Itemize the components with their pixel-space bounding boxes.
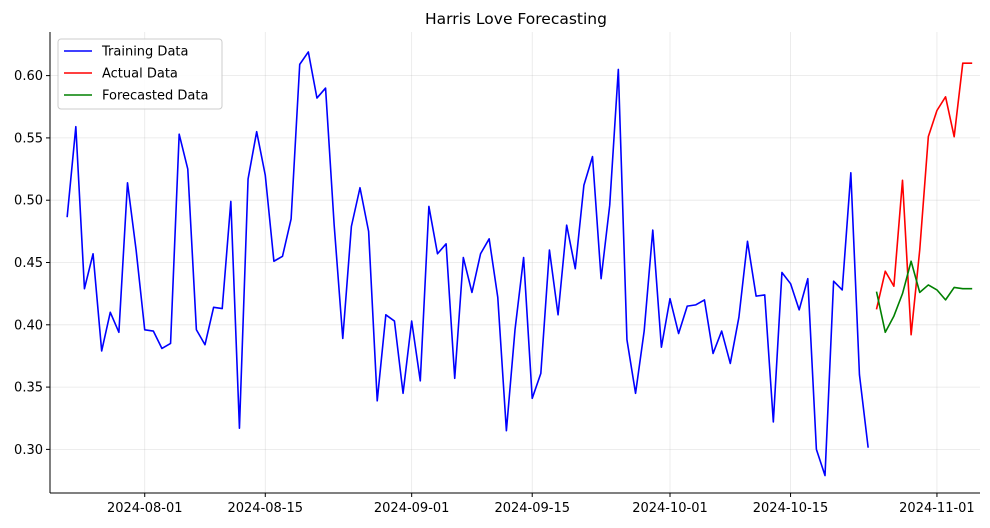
- legend-label-actual-data: Actual Data: [102, 67, 178, 82]
- grid-lines: [50, 32, 980, 493]
- legend-box: [57, 38, 223, 110]
- y-tick-label: 0.30: [14, 443, 43, 458]
- y-axis-ticks: 0.30 0.35 0.40 0.45 0.50 0.55 0.60: [14, 69, 50, 458]
- x-tick-label: 2024-09-01: [374, 501, 450, 516]
- x-tick-label: 2024-10-15: [753, 501, 829, 516]
- legend-label-training-data: Training Data: [101, 45, 188, 60]
- y-tick-label: 0.55: [14, 131, 43, 146]
- x-tick-label: 2024-11-01: [899, 501, 975, 516]
- x-tick-label: 2024-10-01: [632, 501, 708, 516]
- chart-title: Harris Love Forecasting: [425, 10, 607, 28]
- y-tick-label: 0.35: [14, 381, 43, 396]
- legend: Training Data Actual Data Forecasted Data: [57, 38, 223, 110]
- x-tick-label: 2024-08-15: [227, 501, 303, 516]
- y-tick-label: 0.40: [14, 318, 43, 333]
- forecasted-data-line: [875, 260, 973, 334]
- x-tick-label: 2024-09-15: [494, 501, 570, 516]
- legend-label-forecasted-data: Forecasted Data: [102, 89, 208, 104]
- series-layer: [66, 51, 973, 477]
- actual-data-line: [875, 62, 973, 336]
- x-tick-label: 2024-08-01: [107, 501, 183, 516]
- y-tick-label: 0.60: [14, 69, 43, 84]
- training-data-line: [66, 51, 869, 477]
- x-axis-ticks: 2024-08-01 2024-08-15 2024-09-01 2024-09-15…: [107, 493, 975, 516]
- y-tick-label: 0.50: [14, 194, 43, 209]
- y-tick-label: 0.45: [14, 256, 43, 271]
